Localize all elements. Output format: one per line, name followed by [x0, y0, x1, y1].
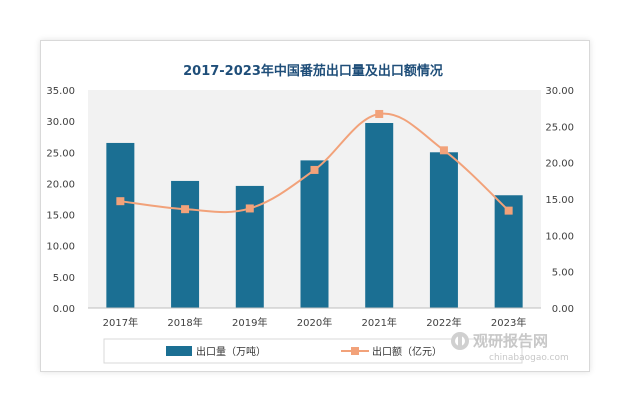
watermark: 观研报告网 chinabaogao.com [451, 332, 569, 363]
x-tick-label: 2018年 [167, 316, 202, 329]
legend-swatch-bar [166, 346, 192, 356]
y-right-tick-label: 15.00 [545, 195, 574, 206]
bar [171, 180, 200, 308]
y-left-tick-label: 5.00 [53, 273, 75, 284]
legend-label-bar: 出口量（万吨） [196, 345, 266, 358]
y-left-tick-label: 10.00 [46, 242, 75, 253]
bar [365, 123, 394, 308]
legend-label-line: 出口额（亿元） [372, 345, 442, 358]
watermark-logo-icon [451, 332, 469, 350]
x-tick-label: 2020年 [297, 316, 332, 329]
bar-series [106, 123, 523, 308]
line-series [116, 109, 513, 215]
watermark-text: 观研报告网 [473, 332, 548, 350]
y-right-tick-label: 10.00 [545, 231, 574, 242]
x-axis: 2017年 2018年 2019年 2020年 2021年 2022年 2023年 [88, 307, 541, 329]
y-right-tick-label: 30.00 [545, 86, 574, 97]
watermark-url: chinabaogao.com [489, 353, 569, 363]
y-left-tick-label: 15.00 [46, 211, 75, 222]
line-point [310, 165, 319, 174]
line-point [504, 206, 513, 215]
line-point [245, 204, 254, 213]
y-axis-left: 0.00 5.00 10.00 15.00 20.00 25.00 30.00 35.00 [46, 86, 75, 315]
y-right-tick-label: 25.00 [545, 122, 574, 133]
y-right-tick-label: 20.00 [545, 159, 574, 170]
bar [300, 160, 329, 308]
line-point [375, 109, 384, 118]
line-point [439, 146, 448, 155]
x-tick-label: 2017年 [103, 316, 138, 329]
line-point [116, 197, 125, 206]
y-left-tick-label: 35.00 [46, 86, 75, 97]
bar [429, 152, 458, 308]
y-axis-right: 0.00 5.00 10.00 15.00 20.00 25.00 30.00 [545, 86, 574, 315]
x-tick-label: 2019年 [232, 316, 267, 329]
x-tick-label: 2022年 [426, 316, 461, 329]
legend-marker [351, 347, 359, 355]
y-left-tick-label: 0.00 [53, 304, 75, 315]
chart-title: 2017-2023年中国番茄出口量及出口额情况 [183, 63, 443, 79]
y-left-tick-label: 25.00 [46, 148, 75, 159]
y-right-tick-label: 0.00 [552, 304, 574, 315]
bar [106, 142, 135, 308]
x-tick-label: 2023年 [491, 316, 526, 329]
y-right-tick-label: 5.00 [552, 268, 574, 279]
y-left-tick-label: 20.00 [46, 179, 75, 190]
x-tick-label: 2021年 [361, 316, 396, 329]
line-point [181, 205, 190, 214]
y-left-tick-label: 30.00 [46, 117, 75, 128]
legend: 出口量（万吨） 出口额（亿元） [103, 338, 523, 364]
